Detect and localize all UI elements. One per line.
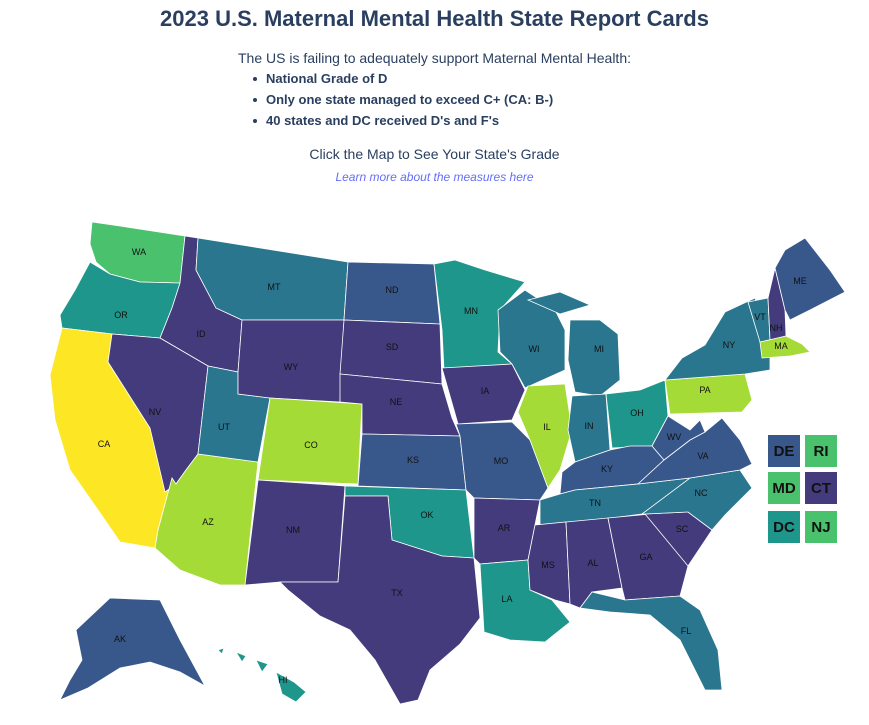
state-nd[interactable] <box>343 261 441 325</box>
state-pa[interactable] <box>664 373 753 415</box>
state-mi[interactable] <box>526 291 621 397</box>
tile-md[interactable]: MD <box>767 471 801 505</box>
tile-ri[interactable]: RI <box>804 434 838 468</box>
state-wi[interactable] <box>497 289 566 389</box>
measures-link[interactable]: Learn more about the measures here <box>335 170 534 184</box>
tile-de[interactable]: DE <box>767 434 801 468</box>
subtitle: The US is failing to adequately support … <box>238 50 631 66</box>
state-fl[interactable] <box>579 591 723 691</box>
tile-ct[interactable]: CT <box>804 471 838 505</box>
state-ma[interactable] <box>759 335 811 359</box>
state-tx[interactable] <box>279 495 481 705</box>
finding-top-state: Only one state managed to exceed C+ (CA:… <box>250 89 553 110</box>
state-nh[interactable] <box>767 267 787 341</box>
state-ak[interactable] <box>59 597 207 701</box>
state-wy[interactable] <box>237 319 345 403</box>
state-mt[interactable] <box>195 237 349 321</box>
key-findings-list: National Grade of D Only one state manag… <box>250 68 553 131</box>
state-az[interactable] <box>154 453 259 586</box>
finding-national-grade: National Grade of D <box>250 68 553 89</box>
state-ks[interactable] <box>357 433 467 491</box>
tile-nj[interactable]: NJ <box>804 510 838 544</box>
page-title: 2023 U.S. Maternal Mental Health State R… <box>160 6 709 31</box>
map-instruction: Click the Map to See Your State's Grade <box>309 146 560 162</box>
state-ms[interactable] <box>527 521 571 605</box>
state-wv[interactable] <box>651 415 706 461</box>
state-il[interactable] <box>517 383 573 489</box>
state-sd[interactable] <box>339 319 443 385</box>
state-co[interactable] <box>257 397 363 485</box>
state-me[interactable] <box>774 237 846 321</box>
state-ia[interactable] <box>441 363 526 425</box>
tile-dc[interactable]: DC <box>767 510 801 544</box>
state-nm[interactable] <box>244 479 346 586</box>
state-hi[interactable] <box>217 647 307 703</box>
finding-failing-states: 40 states and DC received D's and F's <box>250 110 553 131</box>
